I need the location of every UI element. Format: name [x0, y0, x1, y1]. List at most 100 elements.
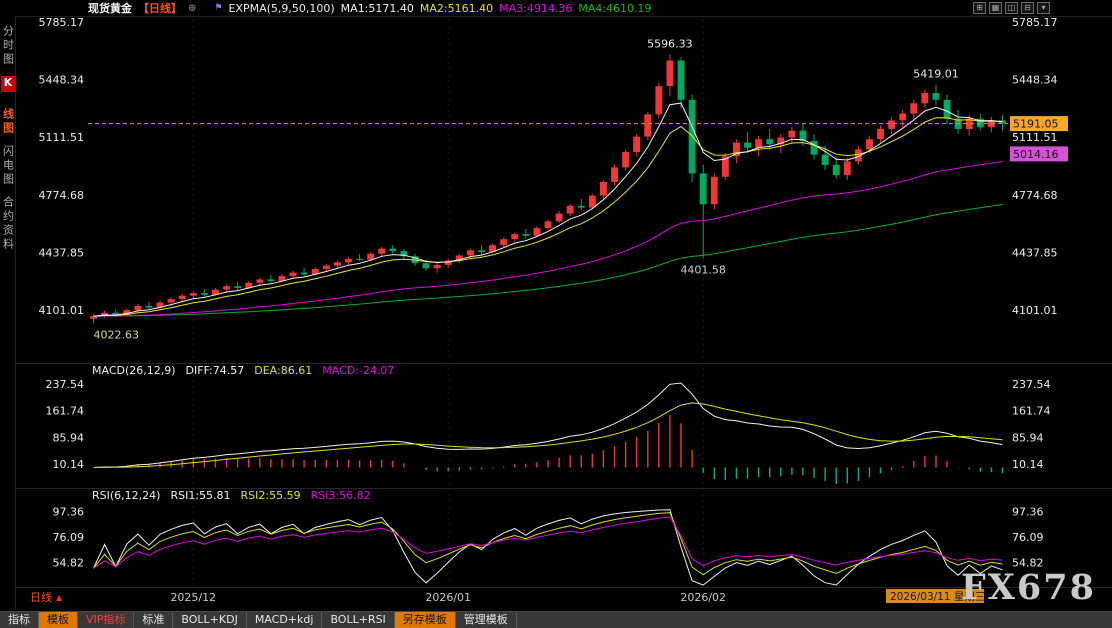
svg-text:4437.85: 4437.85 — [39, 246, 85, 259]
window-controls: ⊞ ▦ ◫ ⊟ ▾ — [973, 2, 1050, 14]
add-indicator-icon[interactable]: ⊕ — [188, 2, 197, 14]
svg-text:85.94: 85.94 — [1012, 431, 1044, 444]
period-indicator: 日线 — [30, 590, 52, 604]
indicator-flag-icon: ⚑ — [214, 3, 223, 13]
ma3-value: MA3:4914.36 — [499, 1, 573, 15]
svg-text:54.82: 54.82 — [1012, 557, 1044, 570]
svg-text:10.14: 10.14 — [53, 458, 85, 471]
quad-grid-icon[interactable]: ⊞ — [973, 2, 986, 14]
minimize-panel-icon[interactable]: ⊟ — [1021, 2, 1034, 14]
macd-params: MACD(26,12,9) — [92, 364, 176, 377]
svg-text:54.82: 54.82 — [53, 557, 85, 570]
dropdown-arrow-icon[interactable]: ▾ — [1037, 2, 1050, 14]
macd-bar-value: MACD:-24.07 — [322, 364, 395, 377]
split-view-icon[interactable]: ◫ — [1005, 2, 1018, 14]
rsi-params: RSI(6,12,24) — [92, 489, 161, 502]
price-annotation: 5419.01 — [913, 68, 959, 81]
tab-vip-indicators[interactable]: VIP指标 — [78, 612, 135, 628]
macd-dea-value: DEA:86.61 — [254, 364, 313, 377]
left-sidebar: 分时图 K 线图 闪电图 合约资料 — [0, 16, 16, 610]
price-tag — [1010, 146, 1068, 162]
period-label: 【日线】 — [138, 2, 182, 15]
period-arrow-icon: ▲ — [56, 593, 63, 602]
rsi2-line — [93, 512, 1003, 576]
macd-header: MACD(26,12,9) DIFF:74.57 DEA:86.61 MACD:… — [92, 364, 394, 377]
tab-macd-kdj[interactable]: MACD+kdj — [247, 612, 323, 628]
tab-standard[interactable]: 标准 — [134, 612, 174, 628]
svg-text:237.54: 237.54 — [46, 378, 85, 391]
svg-text:5111.51: 5111.51 — [39, 131, 85, 144]
svg-text:5111.51: 5111.51 — [1012, 131, 1058, 144]
price-annotation: 4401.58 — [680, 264, 726, 277]
svg-text:237.54: 237.54 — [1012, 378, 1051, 391]
tab-templates[interactable]: 模板 — [39, 612, 78, 628]
ma4-value: MA4:4610.19 — [578, 1, 652, 15]
svg-text:4774.68: 4774.68 — [39, 189, 85, 202]
svg-text:161.74: 161.74 — [46, 405, 85, 418]
k-badge: K — [0, 76, 16, 92]
watermark: FX678 — [960, 567, 1096, 608]
tab-save-template[interactable]: 另存模板 — [394, 612, 456, 628]
nine-grid-icon[interactable]: ▦ — [989, 2, 1002, 14]
tab-boll-rsi[interactable]: BOLL+RSI — [322, 612, 395, 628]
sidebar-item-label: 闪电图 — [1, 145, 15, 187]
expma-lines — [93, 102, 1003, 317]
month-label: 2026/01 — [425, 591, 471, 604]
month-label: 2026/02 — [680, 591, 726, 604]
svg-text:5448.34: 5448.34 — [39, 74, 85, 87]
svg-text:85.94: 85.94 — [53, 431, 85, 444]
svg-text:5785.17: 5785.17 — [39, 16, 85, 29]
sidebar-item-label: 线图 — [1, 108, 15, 136]
sidebar-item-time-chart[interactable]: 分时图 — [0, 25, 16, 67]
expma-line-5 — [93, 102, 1003, 317]
svg-text:5014.16: 5014.16 — [1013, 148, 1059, 161]
price-annotation: 5596.33 — [647, 37, 693, 50]
ma1-value: MA1:5171.40 — [340, 1, 414, 15]
expma-line-50 — [93, 161, 1003, 317]
svg-text:76.09: 76.09 — [1012, 531, 1044, 544]
macd-histogram — [103, 415, 1004, 484]
price-annotation: 4022.63 — [94, 328, 140, 341]
rsi2-value: RSI2:55.59 — [240, 489, 301, 502]
svg-text:5448.34: 5448.34 — [1012, 74, 1058, 87]
tab-manage-template[interactable]: 管理模板 — [456, 612, 517, 628]
sidebar-item-contract-info[interactable]: 合约资料 — [0, 196, 16, 252]
svg-text:76.09: 76.09 — [53, 531, 85, 544]
sidebar-item-kline-chart[interactable]: K 线图 — [0, 76, 16, 136]
expma-line-100 — [93, 203, 1003, 317]
macd-diff-value: DIFF:74.57 — [185, 364, 245, 377]
ma2-value: MA2:5161.40 — [419, 1, 494, 15]
macd-diff-line — [93, 382, 1003, 468]
price-tag — [1010, 116, 1068, 132]
rsi1-value: RSI1:55.81 — [170, 489, 231, 502]
rsi1-line — [93, 509, 1003, 586]
bottom-toolbar: 指标 模板 VIP指标 标准 BOLL+KDJ MACD+kdj BOLL+RS… — [0, 611, 1112, 628]
month-label: 2025/12 — [170, 591, 216, 604]
sidebar-item-label: 合约资料 — [1, 196, 15, 252]
tab-indicators[interactable]: 指标 — [0, 612, 39, 628]
current-date-box — [886, 589, 984, 603]
svg-text:4101.01: 4101.01 — [39, 304, 85, 317]
svg-text:97.36: 97.36 — [1012, 506, 1044, 519]
rsi3-value: RSI3:56.82 — [310, 489, 371, 502]
indicator-name: EXPMA(5,9,50,100) — [228, 1, 335, 15]
svg-text:4774.68: 4774.68 — [1012, 189, 1058, 202]
sidebar-item-label: 分时图 — [1, 25, 15, 67]
svg-text:5191.05: 5191.05 — [1013, 118, 1059, 131]
rsi-header: RSI(6,12,24) RSI1:55.81 RSI2:55.59 RSI3:… — [92, 489, 371, 502]
svg-text:4101.01: 4101.01 — [1012, 304, 1058, 317]
macd-dea-line — [93, 402, 1003, 468]
sidebar-item-flash-chart[interactable]: 闪电图 — [0, 145, 16, 187]
expma-line-9 — [93, 117, 1003, 317]
current-date-label: 2026/03/11 星期三 — [890, 591, 985, 603]
svg-text:161.74: 161.74 — [1012, 405, 1051, 418]
svg-text:10.14: 10.14 — [1012, 458, 1044, 471]
svg-text:5785.17: 5785.17 — [1012, 16, 1058, 29]
symbol-name: 现货黄金 — [88, 2, 132, 15]
tab-boll-kdj[interactable]: BOLL+KDJ — [173, 612, 247, 628]
svg-text:4437.85: 4437.85 — [1012, 246, 1058, 259]
rsi3-line — [93, 516, 1003, 569]
top-bar: 现货黄金 【日线】 ⊕ ⚑ EXPMA(5,9,50,100) MA1:5171… — [0, 0, 1112, 16]
